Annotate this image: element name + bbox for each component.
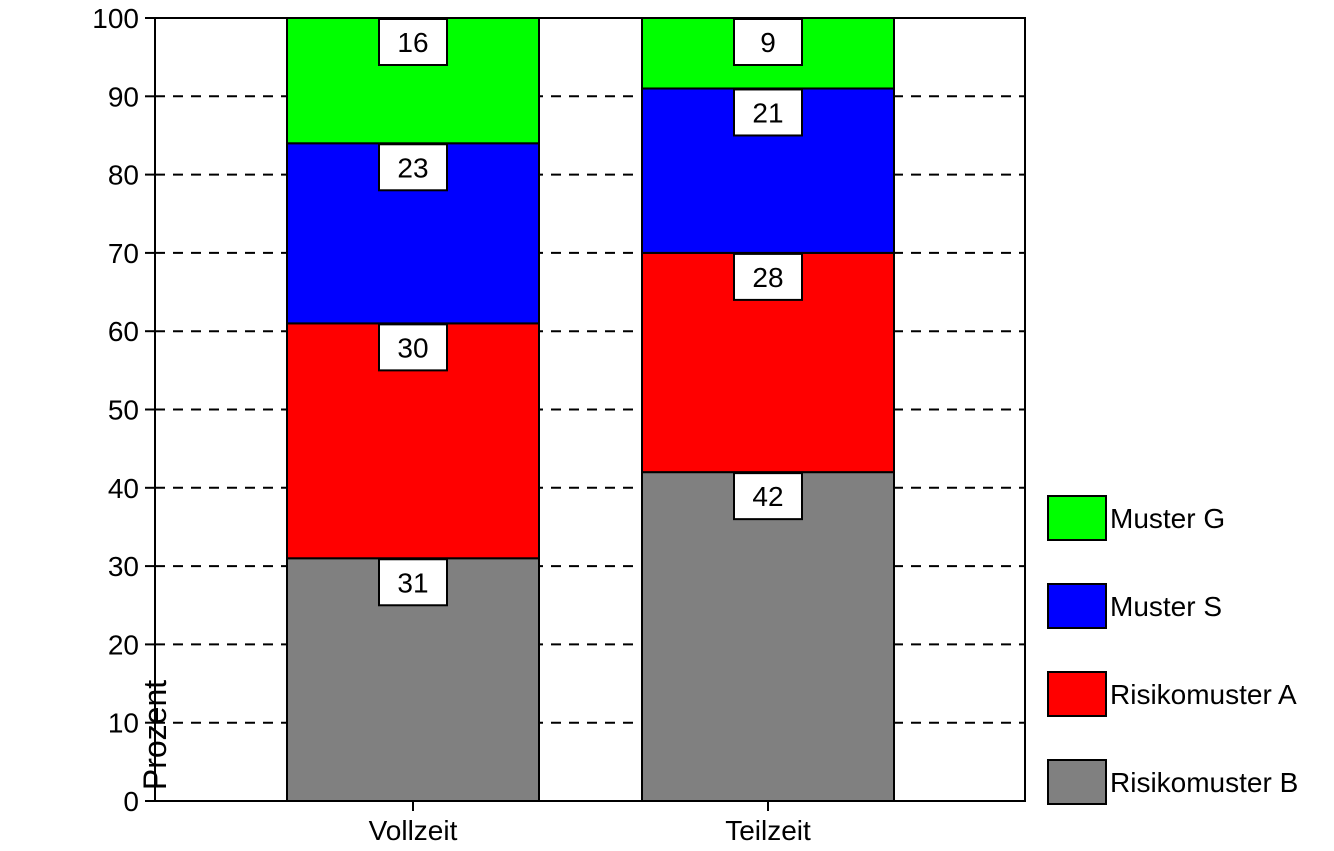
y-tick-label-0: 0 — [123, 786, 139, 817]
data-label-box-teilzeit-risikomuster-b — [733, 472, 803, 521]
y-tick-label-30: 30 — [108, 551, 139, 582]
y-tick-label-70: 70 — [108, 238, 139, 269]
axes: 0 10 20 30 40 50 60 70 80 90 100 Vollzeit Teilzeit — [92, 3, 1026, 846]
data-label-box-vollzeit-risikomuster-a — [378, 323, 448, 372]
y-tick-label-20: 20 — [108, 629, 139, 660]
data-label-box-teilzeit-muster-g — [733, 18, 803, 66]
legend-label-muster-s: Muster S — [1110, 591, 1222, 622]
y-axis-label: Prozent — [137, 680, 173, 790]
data-label-teilzeit-risikomuster-b: 42 — [752, 481, 783, 512]
data-label-vollzeit-risikomuster-b: 31 — [397, 567, 428, 598]
legend: Muster G Muster S Risikomuster A Risikomust… — [1047, 495, 1298, 805]
legend-swatch-risikomuster-a — [1047, 671, 1107, 717]
y-tick-label-10: 10 — [108, 708, 139, 739]
y-tick-label-40: 40 — [108, 473, 139, 504]
data-label-box-vollzeit-muster-s — [378, 143, 448, 192]
data-label-teilzeit-risikomuster-a: 28 — [752, 262, 783, 293]
bar-teilzeit-risikomuster-b — [641, 471, 895, 802]
legend-label-risikomuster-a: Risikomuster A — [1110, 679, 1297, 710]
legend-label-muster-g: Muster G — [1110, 503, 1225, 534]
data-label-box-vollzeit-muster-g — [378, 18, 448, 66]
data-label-vollzeit-risikomuster-a: 30 — [397, 332, 428, 363]
data-label-vollzeit-muster-s: 23 — [397, 152, 428, 183]
data-label-teilzeit-muster-s: 21 — [752, 97, 783, 128]
y-tick-label-80: 80 — [108, 160, 139, 191]
y-tick-label-100: 100 — [92, 3, 139, 34]
legend-swatch-muster-g — [1047, 495, 1107, 541]
data-label-vollzeit-muster-g: 16 — [397, 27, 428, 58]
y-tick-label-50: 50 — [108, 395, 139, 426]
x-tick-label-teilzeit: Teilzeit — [725, 815, 811, 846]
data-label-teilzeit-muster-g: 9 — [760, 27, 776, 58]
legend-label-risikomuster-b: Risikomuster B — [1110, 767, 1298, 798]
data-label-box-teilzeit-risikomuster-a — [733, 252, 803, 301]
data-label-box-teilzeit-muster-s — [733, 88, 803, 137]
data-labels: 31 30 23 16 42 28 21 9 — [378, 18, 803, 607]
y-tick-label-60: 60 — [108, 316, 139, 347]
legend-swatch-muster-s — [1047, 583, 1107, 629]
y-tick-label-90: 90 — [108, 81, 139, 112]
legend-swatch-risikomuster-b — [1047, 759, 1107, 805]
data-label-box-vollzeit-risikomuster-b — [378, 558, 448, 607]
x-tick-label-vollzeit: Vollzeit — [369, 815, 458, 846]
